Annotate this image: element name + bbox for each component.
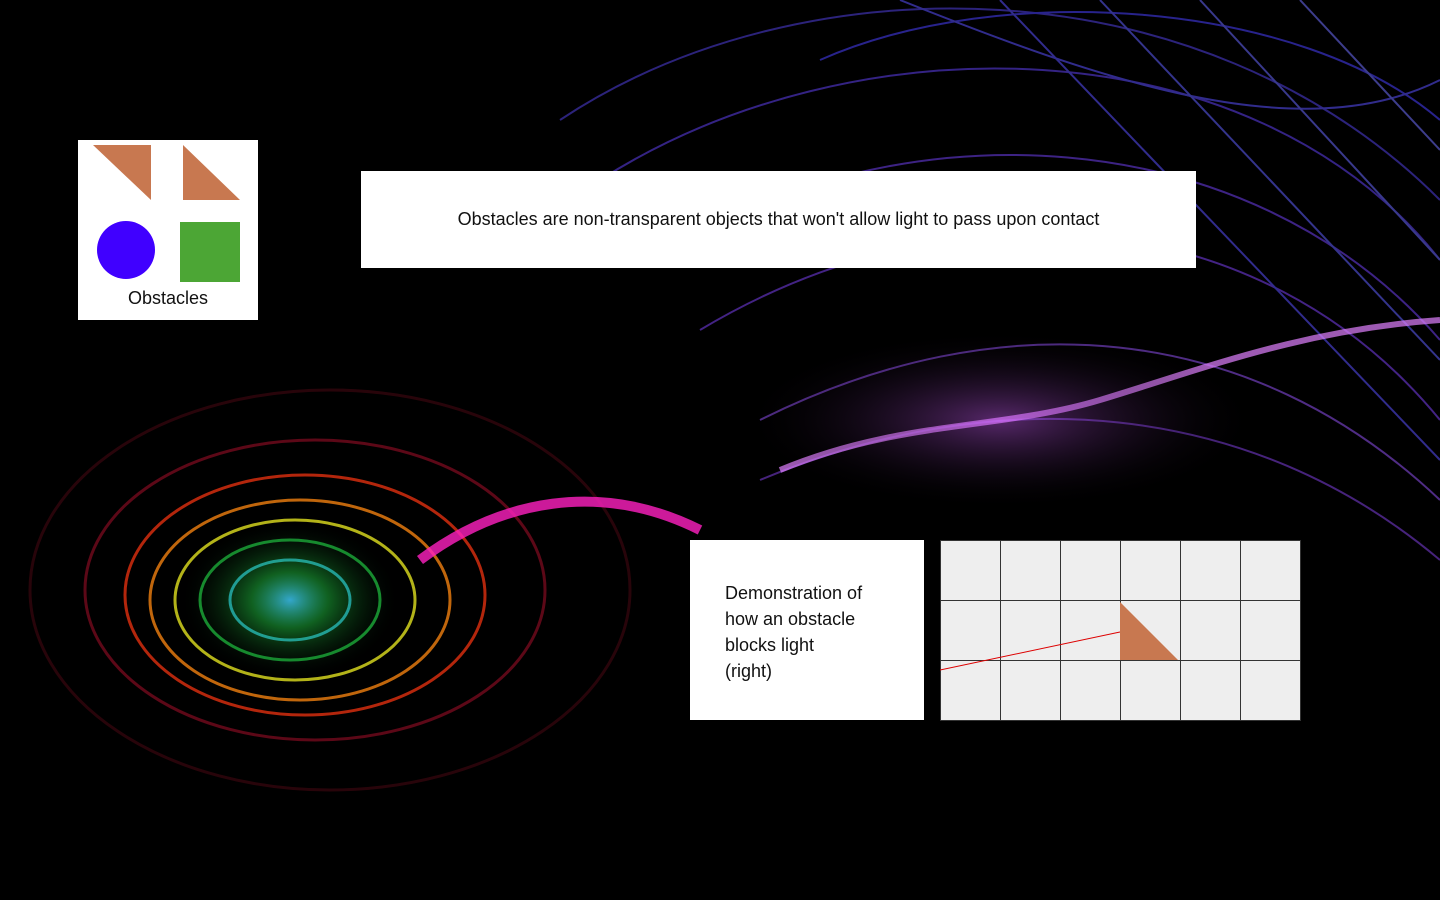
grid-cell <box>1060 660 1121 721</box>
obstacle-shapes <box>93 145 240 282</box>
grid-cell <box>1240 600 1301 661</box>
grid-cell <box>1120 660 1181 721</box>
demo-description-text: Demonstration of how an obstacle blocks … <box>725 583 863 681</box>
light-beam <box>940 631 1121 671</box>
grid-cell <box>1180 600 1241 661</box>
grid-cell <box>1060 540 1121 601</box>
legend-label: Obstacles <box>127 288 209 308</box>
grid-cell <box>1180 660 1241 721</box>
square-obstacle <box>180 222 240 282</box>
grid-cell <box>1120 540 1181 601</box>
triangle-obstacle-1 <box>93 145 151 200</box>
grid-cell <box>1240 660 1301 721</box>
triangle-obstacle-demo <box>1120 602 1178 660</box>
grid-cell <box>1000 600 1061 661</box>
grid-cell <box>940 540 1001 601</box>
demo-description-box: Demonstration of how an obstacle blocks … <box>690 540 924 720</box>
grid-cell <box>1240 540 1301 601</box>
info-text: Obstacles are non-transparent objects th… <box>457 209 1100 229</box>
obstacles-legend-panel: Obstacles <box>78 140 258 320</box>
grid-cell <box>940 600 1001 661</box>
grid-cell <box>1000 540 1061 601</box>
grid-cell <box>940 660 1001 721</box>
info-box: Obstacles are non-transparent objects th… <box>361 171 1196 268</box>
circle-obstacle <box>97 221 155 279</box>
grid-cell <box>1180 540 1241 601</box>
grid-cell <box>1000 660 1061 721</box>
demo-grid <box>940 540 1301 721</box>
grid-cell <box>1060 600 1121 661</box>
triangle-obstacle-2 <box>183 145 240 200</box>
